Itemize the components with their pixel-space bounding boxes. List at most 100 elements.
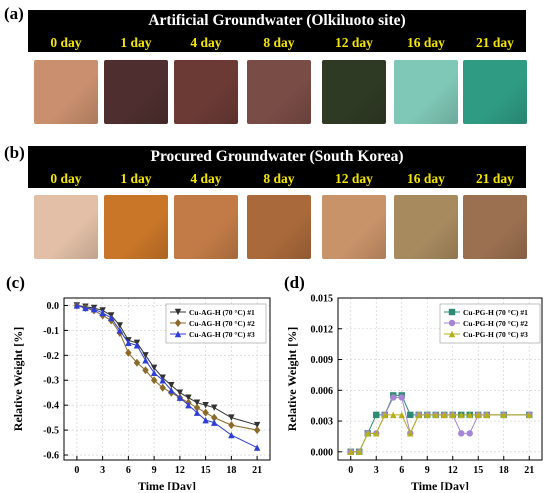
data-point (125, 339, 132, 347)
series-3 (347, 411, 533, 455)
data-point (390, 394, 397, 401)
legend: Cu-AG-H (70 °C) #1 Cu-AG-H (70 °C) #2 Cu-A… (165, 303, 267, 344)
data-point (193, 409, 201, 416)
data-point (211, 419, 218, 426)
data-point (253, 421, 261, 429)
y-tick-label: -0.4 (43, 401, 59, 412)
x-tick-label: 3 (100, 465, 105, 476)
series-line (350, 396, 530, 453)
y-axis-label: Relative Weight [%] (285, 327, 299, 431)
x-tick-label: 21 (524, 465, 534, 476)
x-tick-label: 3 (374, 465, 379, 476)
panel-b-coupon (174, 195, 238, 259)
x-tick-label: 12 (175, 465, 185, 476)
data-point (108, 314, 115, 322)
x-tick-label: 6 (399, 465, 404, 476)
data-point (185, 401, 192, 409)
data-point (347, 448, 354, 455)
panel-a-coupon (322, 60, 386, 124)
data-point (82, 304, 89, 312)
data-point (356, 448, 363, 455)
panel-c-letter: (c) (6, 273, 25, 292)
data-point (142, 352, 149, 359)
series-line (350, 394, 530, 453)
y-tick-label: 0.012 (311, 324, 334, 335)
panel-a-coupon (247, 60, 311, 124)
y-tick-label: -0.5 (43, 426, 59, 437)
data-point (159, 383, 166, 392)
series-2 (347, 394, 533, 455)
panel-b-day-label: 21 day (476, 171, 514, 186)
x-tick-label: 9 (152, 465, 157, 476)
data-point (373, 411, 380, 419)
x-axis-label: Time [Day] (138, 479, 196, 490)
legend-entry: Cu-AG-H (70 °C) #3 (189, 330, 255, 339)
legend-marker (174, 308, 182, 316)
data-point (211, 413, 218, 422)
data-point (133, 358, 141, 367)
x-axis-label: Time [Day] (411, 479, 469, 490)
legend-marker (448, 330, 456, 338)
panel-b-letter: (b) (4, 143, 25, 162)
data-point (73, 302, 81, 309)
data-point (228, 421, 235, 430)
data-point (483, 411, 490, 419)
panel-a-banner: Artificial Groundwater (Olkiluoto site) (28, 10, 526, 52)
data-point (390, 411, 397, 419)
y-tick-label: 0.015 (311, 294, 334, 305)
panel-d-letter: (d) (284, 273, 305, 292)
panel-a-day-label: 1 day (120, 35, 152, 50)
plot-frame (63, 297, 271, 461)
legend-entry: Cu-PG-H (70 °C) #3 (463, 330, 528, 339)
y-tick-label: -0.6 (43, 451, 59, 462)
data-point (228, 431, 235, 439)
data-point (500, 411, 507, 419)
data-point (449, 411, 456, 419)
data-point (168, 387, 175, 394)
y-tick-label: 0.009 (311, 355, 334, 366)
legend: Cu-PG-H (70 °C) #1 Cu-PG-H (70 °C) #2 Cu-P… (439, 303, 541, 344)
data-point (142, 357, 149, 364)
legend-marker (174, 319, 182, 327)
data-point (202, 408, 209, 417)
data-point (424, 411, 431, 419)
data-point (458, 430, 465, 437)
data-point (407, 430, 414, 437)
panel-b-day-label: 16 day (407, 171, 445, 186)
data-point (253, 426, 261, 435)
data-point (168, 382, 175, 389)
panel-b-day-label: 8 day (263, 171, 295, 186)
data-point (159, 377, 166, 384)
data-point (202, 401, 209, 409)
series-3 (73, 302, 261, 451)
data-point (176, 394, 184, 401)
y-tick-label: 0.006 (311, 386, 334, 397)
data-point (364, 430, 371, 437)
data-point (228, 414, 235, 421)
chart-d: 0 3 6 9 12 15 18 21 0.000 0.003 0.006 0.009 0.012 0.0… (285, 294, 543, 490)
legend-marker (174, 330, 182, 338)
data-point (185, 394, 192, 401)
data-point (458, 411, 465, 419)
x-tick-label: 0 (74, 465, 79, 476)
data-point (415, 411, 422, 419)
data-point (90, 306, 98, 313)
data-point (116, 322, 123, 329)
x-tick-label: 9 (425, 465, 430, 476)
legend-entry: Cu-PG-H (70 °C) #1 (463, 308, 528, 317)
y-tick-label: -0.1 (43, 326, 59, 337)
data-point (99, 309, 106, 317)
panel-a-day-label: 16 day (407, 35, 445, 50)
panel-a-coupon (174, 60, 238, 124)
data-point (466, 411, 473, 419)
data-point (398, 411, 405, 419)
data-point (475, 411, 482, 419)
data-point (373, 430, 380, 437)
data-point (432, 411, 439, 419)
plot-frame (337, 297, 543, 461)
data-point (133, 342, 141, 349)
data-point (116, 327, 123, 334)
data-point (398, 394, 405, 401)
x-tick-label: 15 (201, 465, 211, 476)
panel-a-coupon (463, 60, 527, 124)
